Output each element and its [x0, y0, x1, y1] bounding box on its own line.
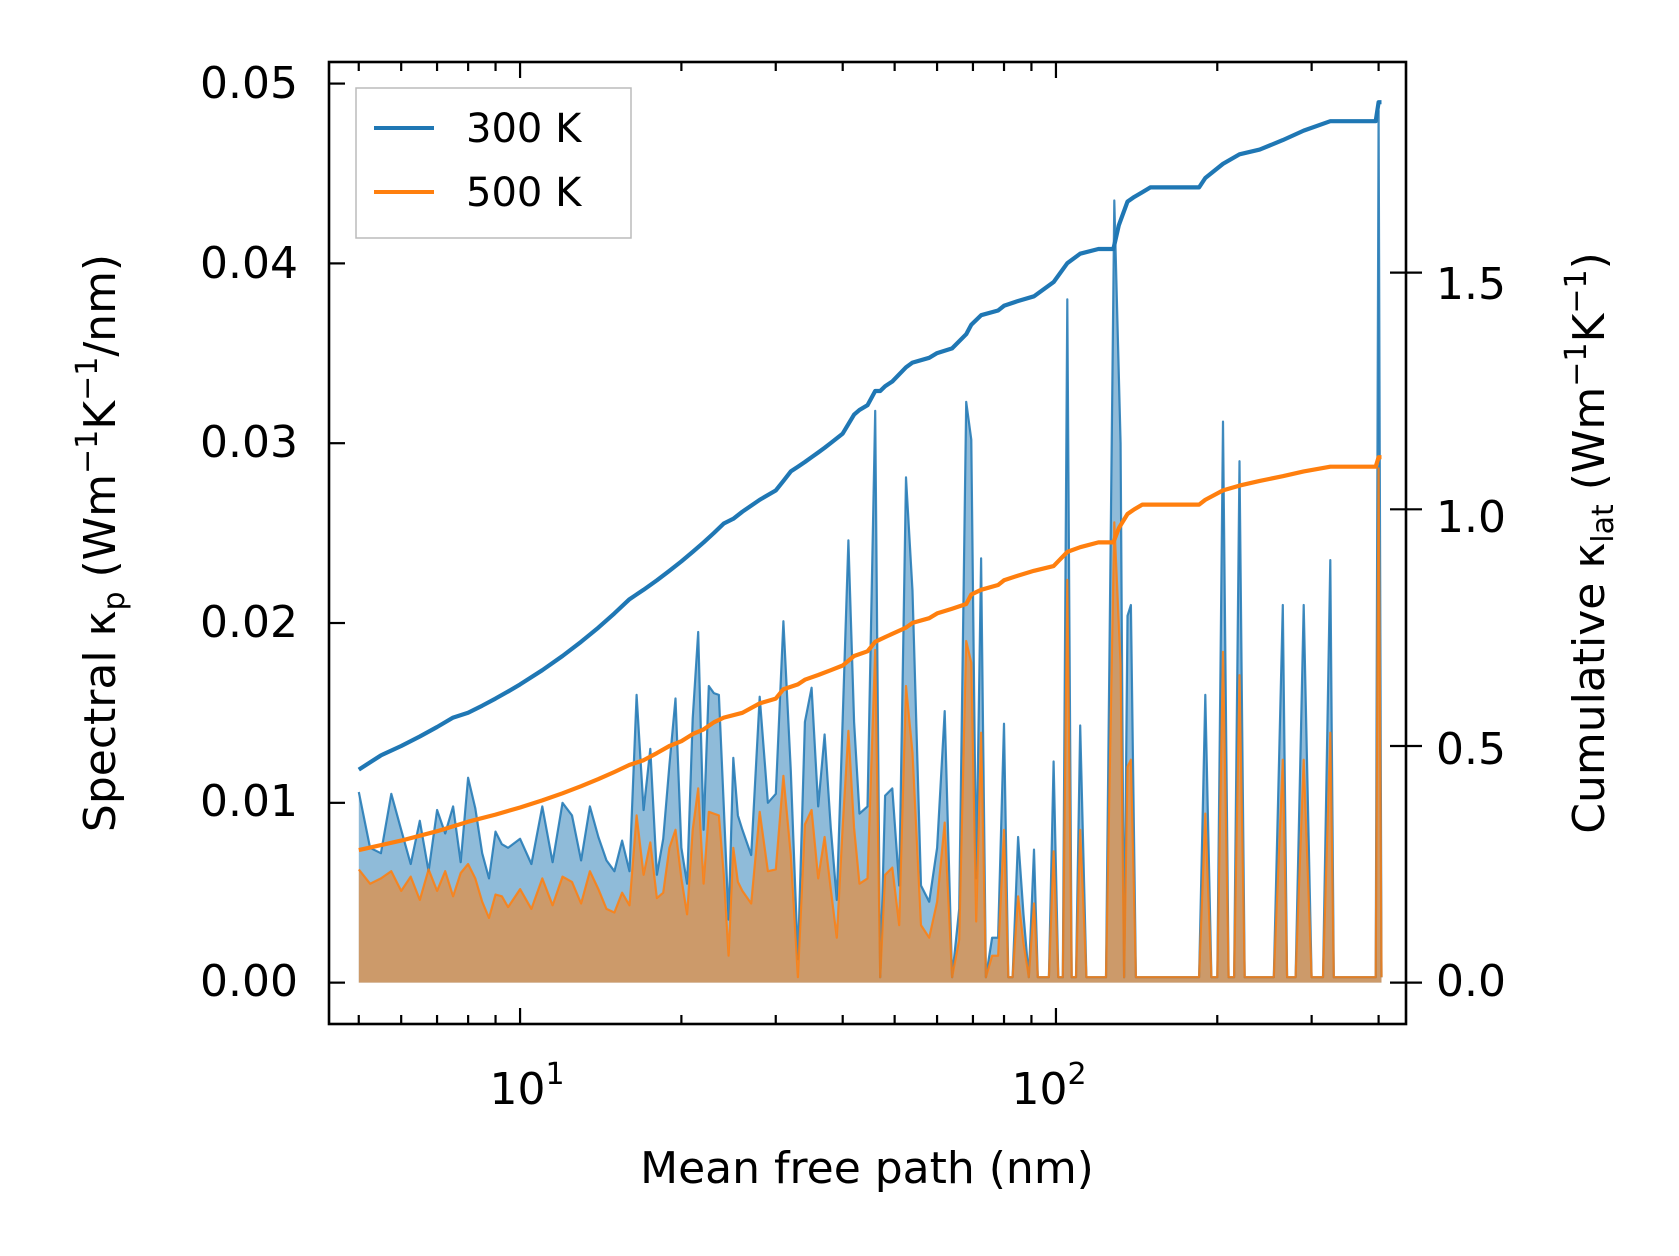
- plot-area: [357, 100, 1383, 983]
- y2-axis-ticks: [1390, 271, 1422, 984]
- x-tick-label-100: 102: [1011, 1057, 1086, 1115]
- y2-tick-labels: 0.0 0.5 1.0 1.5: [1436, 259, 1506, 1007]
- y-tick-label: 0.04: [200, 238, 298, 289]
- y-tick-label: 0.00: [200, 956, 298, 1007]
- x-axis-title: Mean free path (nm): [640, 1143, 1094, 1194]
- y-axis-title: Spectral κp (Wm−1K−1/nm): [70, 254, 132, 832]
- spectral-fill-500k: [358, 468, 1382, 983]
- axes-frame: [327, 60, 1408, 1026]
- legend: 300 K 500 K: [355, 87, 632, 239]
- cumulative-line-500k: [358, 455, 1382, 853]
- x-axis-ticks: [357, 62, 1380, 1024]
- svg-text:102: 102: [1011, 1057, 1086, 1115]
- y2-tick-label: 1.0: [1436, 492, 1506, 543]
- spectral-line-500k: [357, 467, 1383, 979]
- y2-tick-label: 0.5: [1436, 724, 1506, 775]
- y-axis-ticks: [329, 82, 345, 984]
- y-tick-labels: 0.00 0.01 0.02 0.03 0.04 0.05: [200, 58, 298, 1007]
- y-tick-label: 0.02: [200, 597, 298, 648]
- y2-tick-label: 0.0: [1436, 956, 1506, 1007]
- y2-axis-title: Cumulative κlat (Wm−1K−1): [1559, 252, 1621, 834]
- svg-text:101: 101: [489, 1057, 564, 1115]
- x-tick-label-10: 101: [489, 1057, 564, 1115]
- y2-tick-label: 1.5: [1436, 259, 1506, 310]
- y-tick-label: 0.05: [200, 58, 298, 109]
- cumulative-line-300k: [357, 100, 1382, 772]
- legend-label-500k: 500 K: [466, 170, 583, 216]
- legend-label-300k: 300 K: [466, 106, 583, 152]
- legend-box: [355, 87, 632, 239]
- y-tick-label: 0.01: [200, 776, 298, 827]
- y-tick-label: 0.03: [200, 417, 298, 468]
